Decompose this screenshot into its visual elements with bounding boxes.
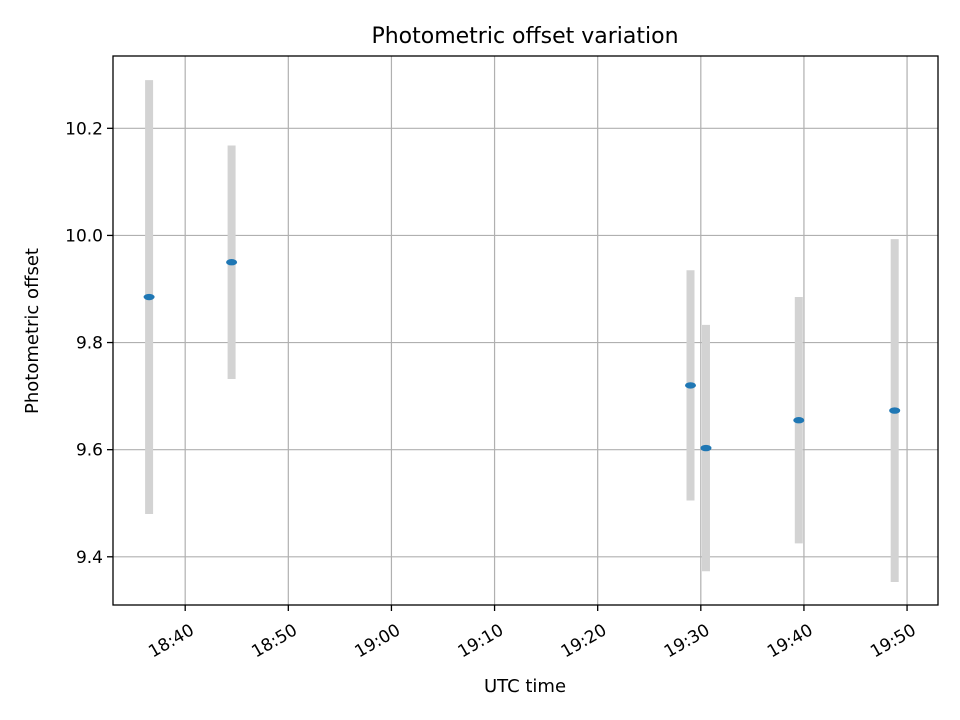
x-tick-label: 19:20 [558, 620, 610, 662]
data-point [143, 293, 155, 301]
plot-frame [112, 55, 939, 606]
x-tick-label: 18:40 [145, 620, 197, 662]
grid-layer [113, 56, 938, 605]
y-tick-label: 10.0 [65, 226, 103, 246]
data-point [700, 444, 712, 452]
x-tick-label: 19:10 [455, 620, 507, 662]
y-tick-label: 9.6 [76, 441, 103, 461]
y-tick-layer: 9.4 9.6 9.8 10.0 10.2 [65, 119, 113, 568]
y-axis-label: Photometric offset [22, 248, 43, 414]
x-tick-layer: 18:40 18:50 19:00 19:10 19:20 19:30 19:40 19:50 [145, 605, 920, 662]
point-layer [143, 259, 901, 452]
data-point [889, 407, 901, 414]
x-tick-label: 19:40 [764, 620, 816, 662]
x-axis-label: UTC time [484, 676, 566, 697]
x-tick-label: 18:50 [248, 620, 300, 662]
data-point [226, 259, 238, 266]
data-point [793, 417, 805, 424]
x-tick-label: 19:50 [867, 620, 919, 662]
data-point [685, 382, 696, 389]
errorbar-layer [145, 80, 899, 582]
y-tick-label: 9.4 [76, 548, 103, 568]
y-tick-label: 10.2 [65, 119, 103, 139]
x-tick-label: 19:30 [661, 620, 713, 662]
chart-title: Photometric offset variation [371, 24, 678, 49]
y-tick-label: 9.8 [76, 334, 103, 354]
x-tick-label: 19:00 [352, 620, 404, 662]
